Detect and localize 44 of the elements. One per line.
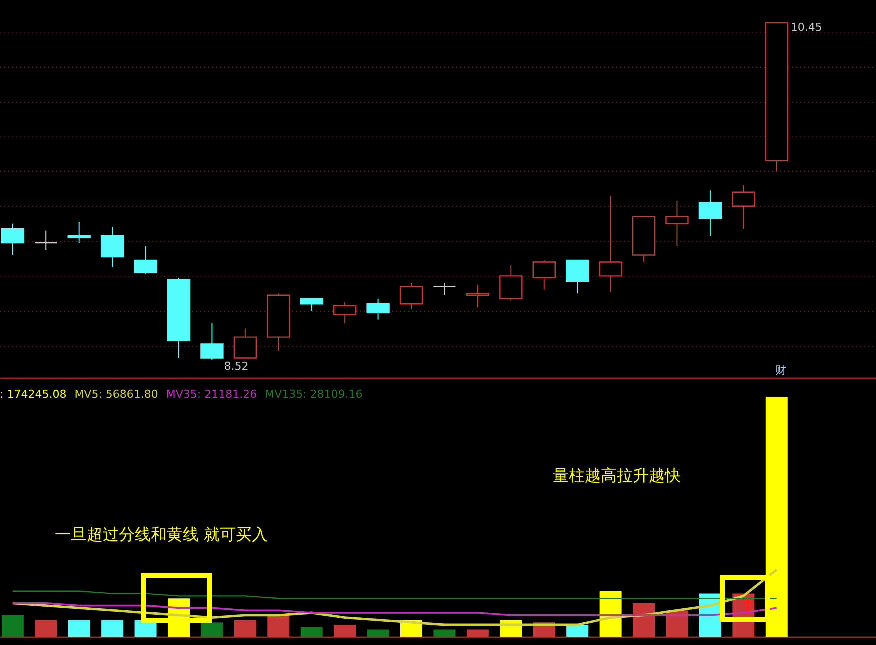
annotation: 量柱越高拉升越快 [553,466,681,485]
text: MV135: 28109.16 [265,388,363,401]
candlestick [1,223,25,256]
bar [434,630,456,637]
text: : 174245.08 [0,388,67,401]
bar [68,620,90,637]
annotation: 一旦超过分线和黄线 就可买入 [55,525,268,544]
bar [766,397,788,637]
bar [35,620,58,637]
candlestick [100,226,124,268]
bar [2,615,24,637]
candlestick [234,328,258,359]
candlestick [732,184,756,230]
bar [633,603,656,637]
candlestick [34,230,58,250]
bar [102,620,124,637]
text: MV35: 21181.26 [166,388,258,401]
candlestick [366,298,390,320]
candlestick [433,282,456,296]
bar [367,630,390,637]
candlestick [400,282,424,310]
candlestick [68,222,91,244]
candlestick [200,322,224,360]
bar [300,627,323,637]
candlestick [698,190,722,237]
bar [466,630,489,637]
candlestick [500,265,523,302]
bar [201,622,224,637]
candlestick [466,284,490,308]
text: MV5: 56861.80 [74,388,158,401]
candlestick [333,302,357,324]
candlestick [532,260,556,291]
candlestick [599,195,622,292]
bar [334,625,356,637]
bar [268,615,290,637]
bar [234,620,256,637]
bar [566,625,589,637]
candlestick [134,246,158,275]
candlestick [300,298,324,312]
text: 财 [775,364,786,377]
annotation: 8.52 [224,360,249,373]
candlestick [566,260,590,294]
annotation: 10.45 [790,21,822,34]
candlestick [666,200,689,248]
